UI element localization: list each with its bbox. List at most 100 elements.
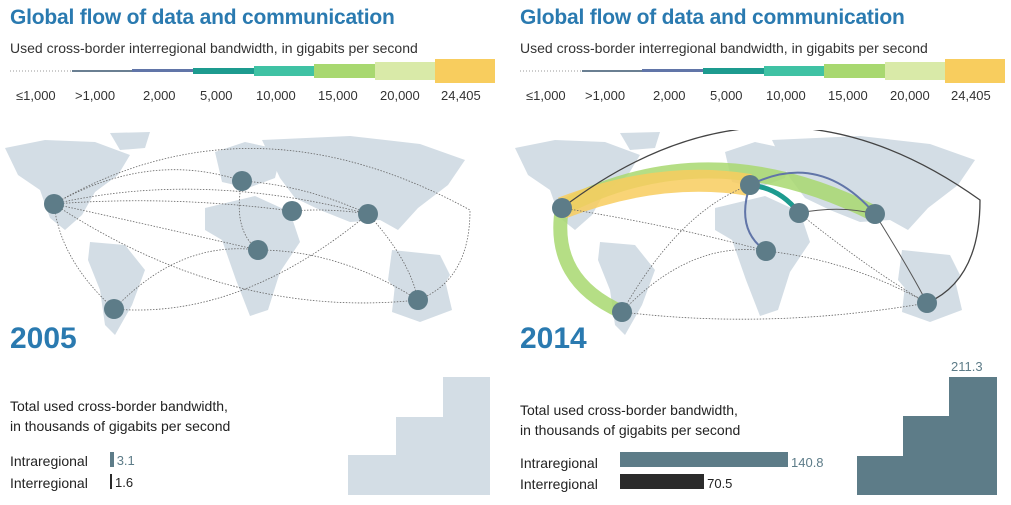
step-bar [396,417,443,495]
scale-segment [703,68,764,74]
world-map [5,132,471,335]
scale-tick: 20,000 [890,88,930,103]
connection-line [765,250,928,304]
node-europe [740,175,760,195]
node-north-america [44,194,64,214]
step-bar [348,454,396,495]
total-value-label: 211.3 [951,359,983,374]
scale-tick: >1,000 [75,88,116,103]
flow-north-america-oceania [561,130,981,304]
intraregional-value: 140.8 [791,455,824,470]
node-middle-east [789,203,809,223]
scale-tick: ≤1,000 [16,88,56,103]
year-label: 2005 [10,322,77,355]
interregional-label: Interregional [10,475,88,491]
scale-tick: 5,000 [710,88,743,103]
node-africa [248,240,268,260]
asia [262,136,465,230]
connection-line [53,200,293,212]
step-bar [443,377,490,495]
scale-tick: 10,000 [766,88,806,103]
interregional-bar [110,474,112,489]
interregional-bar [620,474,705,489]
scale-tick: 5,000 [200,88,233,103]
connection-line [53,203,259,251]
totals-title: Total used cross-border bandwidth, [10,398,228,414]
scale-segment [945,59,1005,83]
node-oceania [917,293,937,313]
node-middle-east [282,201,302,221]
connection-line [257,249,419,301]
totals-title: Total used cross-border bandwidth, [520,402,738,418]
totals-title: in thousands of gigabits per second [10,418,231,434]
interregional-value: 70.5 [707,476,733,491]
scale-segment [72,70,132,72]
scale-segment [764,66,824,76]
connection-line [561,207,767,252]
node-north-america [552,198,572,218]
node-asia [865,204,885,224]
step-bar [857,455,903,495]
step-bar [949,377,997,495]
intraregional-label: Intraregional [520,455,598,471]
world-map [515,130,981,335]
scale-segment [375,62,435,80]
scale-tick: 15,000 [318,88,358,103]
south-america [88,242,145,335]
scale-segment [885,62,945,80]
scale-segment [193,68,254,74]
scale-tick: 15,000 [828,88,868,103]
totals-title: in thousands of gigabits per second [520,422,741,438]
flow-europe-asia [749,171,876,215]
scale-segment [824,64,885,78]
panel-2014: Global flow of data and communication Us… [510,0,1010,505]
chart-subtitle: Used cross-border interregional bandwidt… [520,40,928,56]
connection-line [241,180,369,215]
flow-north-america-europe [558,169,752,219]
node-south-america [104,299,124,319]
connection-line [621,249,767,313]
scale-tick: 2,000 [143,88,176,103]
south-america [598,242,655,335]
intraregional-bar [620,452,788,467]
year-label: 2014 [520,322,587,355]
connection-line [53,148,471,301]
connection-line [621,184,751,313]
chart-title: Global flow of data and communication [520,6,905,29]
node-europe [232,171,252,191]
greenland [620,132,660,150]
chart-title: Global flow of data and communication [10,6,395,29]
greenland [110,132,150,150]
continents [5,132,465,335]
node-oceania [408,290,428,310]
node-africa [756,241,776,261]
scale-segment [254,66,314,76]
region-nodes [552,175,937,322]
scale-tick: 2,000 [653,88,686,103]
intraregional-label: Intraregional [10,453,88,469]
connection-line [113,248,259,310]
node-asia [358,204,378,224]
scale-segment [582,70,642,72]
europe [215,142,282,188]
scale-segment [642,69,703,72]
panel-2005: Global flow of data and communication Us… [0,0,500,505]
connection-line [798,212,928,304]
flow-north-america-south-america [553,206,625,319]
bandwidth-scale-legend [520,59,1005,83]
node-south-america [612,302,632,322]
scale-tick: >1,000 [585,88,626,103]
intraregional-bar [110,452,114,467]
scale-segment [132,69,193,72]
scale-tick: 24,405 [951,88,991,103]
connection-line [113,213,369,311]
connection-line [53,169,243,205]
bandwidth-scale-legend [10,59,495,83]
north-america [5,140,130,230]
interregional-label: Interregional [520,476,598,492]
scale-segment [314,64,375,78]
scale-tick: 20,000 [380,88,420,103]
asia [772,136,975,230]
scale-tick: 10,000 [256,88,296,103]
connection-lines [553,130,981,320]
